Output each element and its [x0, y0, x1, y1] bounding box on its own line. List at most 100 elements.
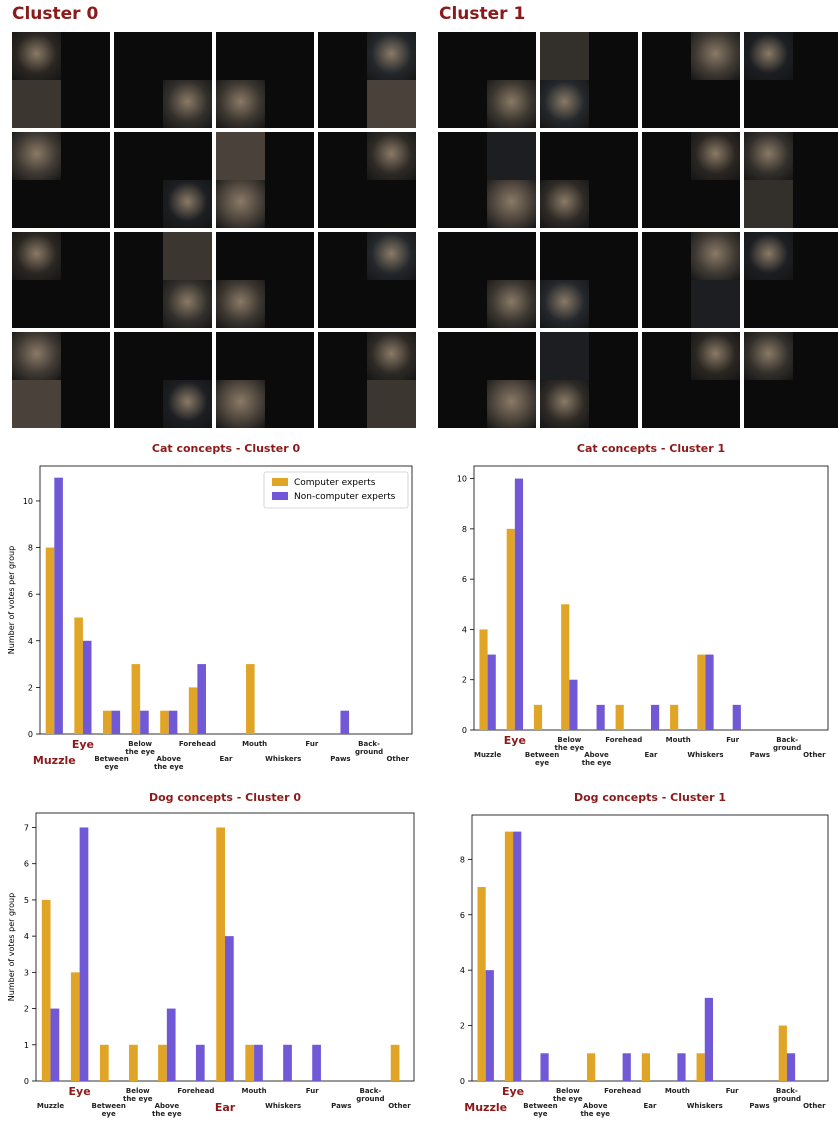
non-computer-experts-bar-9 — [312, 1044, 321, 1081]
category-label-1: Eye — [72, 738, 94, 751]
y-tick-label: 2 — [28, 683, 33, 692]
image-quadrant — [61, 32, 110, 80]
image-quadrant — [216, 380, 265, 428]
image-quadrant — [318, 232, 367, 280]
masked-image-thumbnail — [318, 32, 416, 128]
image-quadrant — [12, 332, 61, 380]
image-quadrant — [12, 80, 61, 128]
non-computer-experts-bar-0 — [54, 477, 63, 734]
y-tick-label: 7 — [24, 823, 29, 832]
image-quadrant — [265, 232, 314, 280]
non-computer-experts-bar-7 — [677, 1053, 686, 1081]
computer-experts-bar-0 — [477, 887, 486, 1081]
non-computer-experts-bar-1 — [514, 478, 524, 730]
image-quadrant — [642, 380, 691, 428]
category-label-7: Mouth — [665, 1087, 690, 1095]
category-label-3: Below — [126, 1087, 150, 1095]
category-label-4: Above — [156, 755, 181, 763]
image-quadrant — [744, 232, 793, 280]
image-quadrant — [265, 80, 314, 128]
chart-title: Cat concepts - Cluster 0 — [152, 442, 301, 455]
computer-experts-bar-11 — [778, 1025, 787, 1081]
category-label-7: Mouth — [242, 740, 267, 748]
category-label-4: the eye — [582, 759, 612, 767]
image-quadrant — [642, 132, 691, 180]
chart-title: Cat concepts - Cluster 1 — [577, 442, 725, 455]
category-label-11: ground — [356, 1095, 384, 1103]
category-label-0: Muzzle — [474, 751, 501, 759]
non-computer-experts-bar-5 — [622, 1053, 631, 1081]
image-quadrant — [61, 180, 110, 228]
image-quadrant — [12, 132, 61, 180]
category-label-3: the eye — [125, 748, 155, 756]
y-tick-label: 0 — [462, 726, 467, 735]
masked-image-thumbnail — [744, 332, 838, 428]
y-tick-label: 8 — [28, 544, 33, 553]
category-label-12: Other — [803, 1102, 826, 1110]
category-label-11: Back- — [776, 1087, 798, 1095]
image-quadrant — [438, 332, 487, 380]
image-quadrant — [589, 132, 638, 180]
image-quadrant — [265, 380, 314, 428]
computer-experts-bar-3 — [131, 664, 141, 734]
category-label-8: Whiskers — [265, 755, 301, 763]
category-label-6: Ear — [220, 755, 234, 763]
masked-image-thumbnail — [642, 132, 740, 228]
image-quadrant — [216, 32, 265, 80]
image-quadrant — [163, 380, 212, 428]
legend-swatch — [272, 492, 288, 500]
y-tick-label: 8 — [462, 525, 467, 534]
category-label-10: Paws — [749, 1102, 769, 1110]
computer-experts-bar-8 — [696, 1053, 705, 1081]
cat-cluster-0-chart: Cat concepts - Cluster 0 0 2 4 6 8 10 Number of… — [0, 436, 420, 776]
computer-experts-bar-5 — [188, 687, 198, 734]
y-tick-label: 0 — [460, 1077, 465, 1086]
image-quadrant — [216, 180, 265, 228]
legend-label: Non-computer experts — [294, 492, 396, 502]
image-quadrant — [793, 80, 838, 128]
non-computer-experts-bar-0 — [487, 654, 496, 730]
image-quadrant — [642, 280, 691, 328]
image-quadrant — [744, 80, 793, 128]
category-label-11: Back- — [358, 740, 380, 748]
image-quadrant — [744, 380, 793, 428]
masked-image-thumbnail — [114, 332, 212, 428]
image-quadrant — [642, 180, 691, 228]
image-quadrant — [438, 380, 487, 428]
image-quadrant — [114, 232, 163, 280]
category-label-6: Ear — [215, 1101, 236, 1114]
image-quadrant — [163, 132, 212, 180]
y-tick-label: 10 — [23, 497, 33, 506]
image-quadrant — [793, 180, 838, 228]
masked-image-thumbnail — [540, 132, 638, 228]
non-computer-experts-bar-1 — [82, 640, 92, 734]
computer-experts-bar-1 — [74, 617, 83, 734]
y-tick-label: 1 — [24, 1041, 29, 1050]
image-quadrant — [367, 280, 416, 328]
image-quadrant — [487, 80, 536, 128]
image-quadrant — [691, 232, 740, 280]
y-tick-label: 5 — [24, 896, 29, 905]
category-label-4: Above — [583, 1102, 608, 1110]
chart-title: Dog concepts - Cluster 1 — [574, 791, 726, 804]
masked-image-thumbnail — [216, 232, 314, 328]
image-quadrant — [793, 132, 838, 180]
non-computer-experts-bar-7 — [254, 1044, 263, 1081]
category-label-1: Eye — [502, 1085, 524, 1098]
masked-image-thumbnail — [438, 332, 536, 428]
image-quadrant — [642, 232, 691, 280]
non-computer-experts-bar-1 — [79, 827, 89, 1081]
image-quadrant — [367, 332, 416, 380]
non-computer-experts-bar-8 — [283, 1044, 292, 1081]
category-label-8: Whiskers — [687, 751, 723, 759]
masked-image-thumbnail — [216, 132, 314, 228]
image-quadrant — [691, 380, 740, 428]
category-label-3: Below — [556, 1087, 580, 1095]
category-label-11: ground — [773, 1095, 801, 1103]
category-label-11: ground — [355, 748, 383, 756]
computer-experts-bar-5 — [615, 704, 624, 730]
plot-frame — [39, 465, 413, 735]
image-quadrant — [793, 32, 838, 80]
image-quadrant — [12, 232, 61, 280]
image-quadrant — [540, 380, 589, 428]
